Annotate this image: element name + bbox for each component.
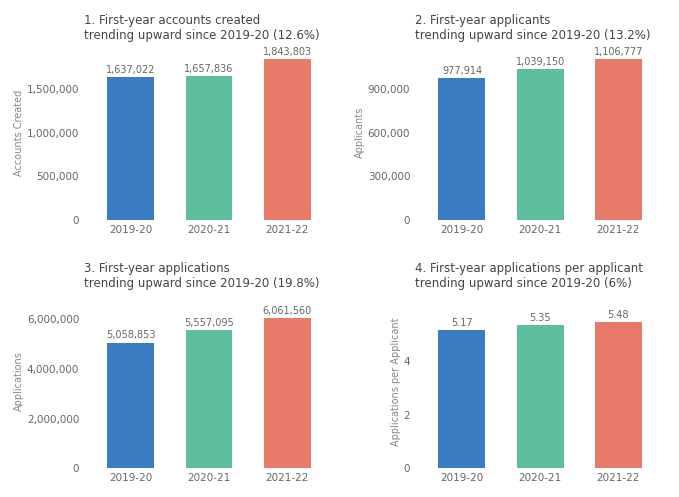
- Y-axis label: Accounts Created: Accounts Created: [14, 89, 24, 176]
- Bar: [439, 78, 485, 220]
- Text: 5.35: 5.35: [529, 313, 551, 323]
- Bar: [517, 69, 564, 220]
- Bar: [517, 325, 564, 468]
- Text: 1,637,022: 1,637,022: [106, 65, 155, 76]
- Text: 5,557,095: 5,557,095: [184, 318, 234, 328]
- Bar: [263, 318, 310, 468]
- Text: 1. First-year accounts created
trending upward since 2019-20 (12.6%): 1. First-year accounts created trending …: [84, 14, 320, 42]
- Bar: [107, 342, 154, 468]
- Bar: [185, 76, 232, 220]
- Text: 3. First-year applications
trending upward since 2019-20 (19.8%): 3. First-year applications trending upwa…: [84, 262, 320, 290]
- Text: 977,914: 977,914: [442, 66, 482, 76]
- Bar: [439, 330, 485, 468]
- Text: 5.48: 5.48: [608, 310, 629, 320]
- Y-axis label: Applications: Applications: [14, 351, 24, 411]
- Text: 4. First-year applications per applicant
trending upward since 2019-20 (6%): 4. First-year applications per applicant…: [415, 262, 643, 290]
- Text: 1,657,836: 1,657,836: [185, 64, 234, 74]
- Text: 2. First-year applicants
trending upward since 2019-20 (13.2%): 2. First-year applicants trending upward…: [415, 14, 650, 42]
- Y-axis label: Applicants: Applicants: [355, 107, 365, 159]
- Text: 1,039,150: 1,039,150: [515, 57, 565, 67]
- Text: 1,106,777: 1,106,777: [593, 47, 643, 57]
- Text: 5,058,853: 5,058,853: [106, 331, 155, 340]
- Y-axis label: Applications per Applicant: Applications per Applicant: [391, 317, 401, 445]
- Bar: [595, 322, 642, 468]
- Bar: [185, 330, 232, 468]
- Bar: [107, 78, 154, 220]
- Text: 5.17: 5.17: [451, 318, 473, 328]
- Bar: [263, 60, 310, 220]
- Bar: [595, 59, 642, 220]
- Text: 1,843,803: 1,843,803: [263, 47, 312, 57]
- Text: 6,061,560: 6,061,560: [263, 306, 312, 316]
